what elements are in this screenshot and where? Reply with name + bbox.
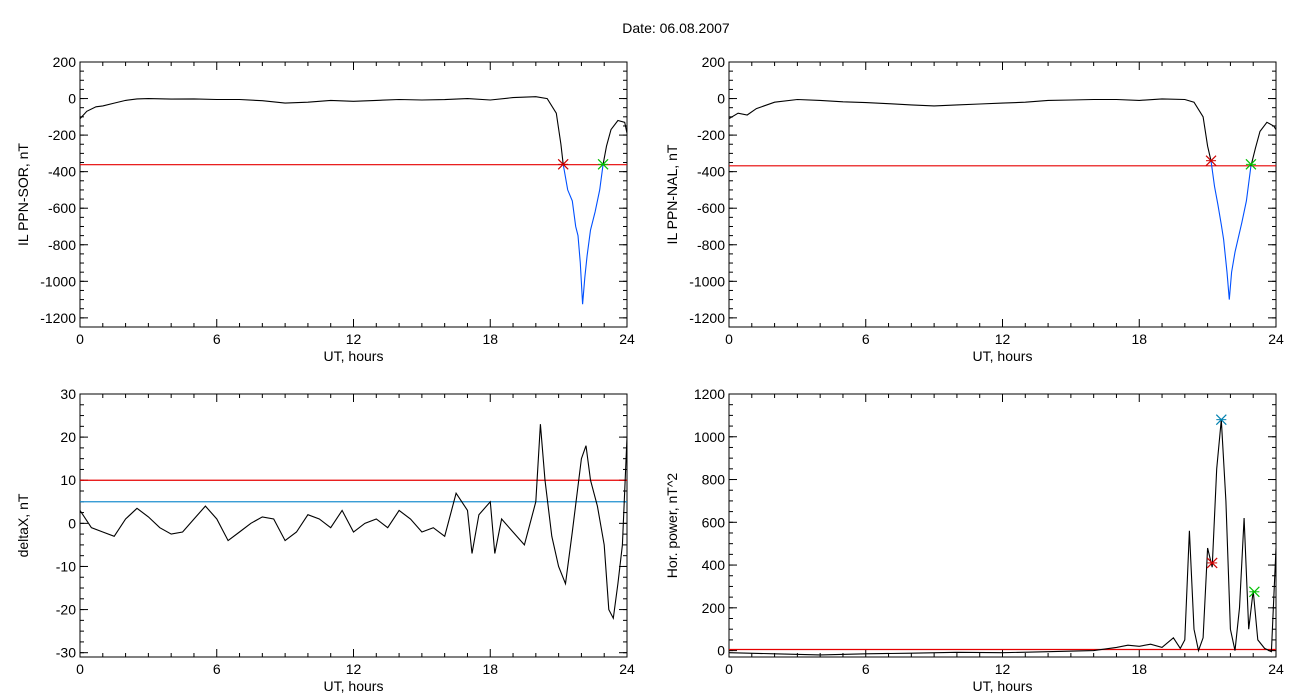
- x-tick-label: 6: [213, 661, 221, 677]
- y-tick-label: -1200: [689, 310, 725, 326]
- y-tick-label: 0: [717, 643, 725, 659]
- marker-x: [1215, 414, 1227, 426]
- y-tick-label: 0: [68, 91, 76, 107]
- x-tick-label: 18: [482, 661, 498, 677]
- y-tick-label: 30: [60, 386, 76, 402]
- marker-x: [597, 158, 609, 170]
- x-tick-label: 24: [1268, 661, 1284, 677]
- x-tick-label: 6: [862, 331, 870, 347]
- chart-p2: 0 6 12 18 24 200 0 -200 -400 -600 -800 -1000 -1200 UT…: [664, 54, 1284, 364]
- y-tick-label: 1200: [694, 386, 725, 402]
- y-tick-label: -10: [56, 558, 76, 574]
- series-line: [562, 164, 604, 305]
- y-tick-label: 200: [53, 54, 77, 70]
- x-axis-label: UT, hours: [324, 348, 384, 364]
- y-tick-label: -1000: [40, 273, 76, 289]
- x-axis-label: UT, hours: [973, 678, 1033, 694]
- x-tick-label: 0: [725, 331, 733, 347]
- series-line: [1250, 121, 1276, 167]
- y-tick-label: -400: [48, 164, 76, 180]
- y-tick-label: 0: [68, 515, 76, 531]
- chart-p3: 0 6 12 18 24 30 20 10 0 -10 -20 -30 UT, hours deltaX,…: [15, 386, 635, 694]
- x-tick-label: 0: [725, 661, 733, 677]
- marker-x: [1205, 155, 1217, 167]
- y-tick-label: 20: [60, 429, 76, 445]
- x-tick-label: 6: [213, 331, 221, 347]
- plot-frame: [79, 393, 628, 658]
- y-tick-label: -600: [48, 200, 76, 216]
- series-line: [729, 419, 1276, 656]
- x-axis-label: UT, hours: [973, 348, 1033, 364]
- x-tick-label: 24: [1268, 331, 1284, 347]
- x-tick-label: 0: [76, 661, 84, 677]
- y-tick-label: -200: [697, 127, 725, 143]
- y-tick-label: -30: [56, 645, 76, 661]
- y-tick-label: 600: [702, 514, 726, 530]
- y-tick-label: -600: [697, 200, 725, 216]
- chart-p4: 0 6 12 18 24 1200 1000 800 600 400 200 0 UT, hours Ho…: [664, 386, 1284, 694]
- marker-x: [1248, 586, 1260, 598]
- x-tick-label: 24: [619, 331, 635, 347]
- y-tick-label: -1000: [689, 273, 725, 289]
- series-line: [602, 119, 627, 165]
- series-line: [729, 98, 1212, 161]
- x-tick-label: 6: [862, 661, 870, 677]
- marker-x: [1206, 557, 1218, 569]
- x-tick-label: 24: [619, 661, 635, 677]
- y-axis-label: Hor. power, nT^2: [664, 473, 680, 579]
- x-tick-label: 12: [346, 661, 362, 677]
- y-tick-label: -200: [48, 127, 76, 143]
- series-line: [1210, 160, 1252, 300]
- y-tick-label: -800: [48, 237, 76, 253]
- series-line: [80, 424, 627, 620]
- page-title: Date: 06.08.2007: [622, 20, 730, 36]
- y-tick-label: 1000: [694, 429, 725, 445]
- x-tick-label: 0: [76, 331, 84, 347]
- x-tick-label: 18: [482, 331, 498, 347]
- y-tick-label: 0: [717, 91, 725, 107]
- x-axis-label: UT, hours: [324, 678, 384, 694]
- y-tick-label: 400: [702, 557, 726, 573]
- y-tick-label: 10: [60, 472, 76, 488]
- x-tick-label: 12: [346, 331, 362, 347]
- y-axis-label: IL PPN-NAL, nT: [664, 144, 680, 244]
- y-tick-label: -800: [697, 237, 725, 253]
- y-tick-label: 800: [702, 472, 726, 488]
- chart-p1: 0 6 12 18 24 200 0 -200 -400 -600 -800 -1000 -1200 UT…: [15, 54, 635, 364]
- y-tick-label: 200: [702, 600, 726, 616]
- y-tick-label: -400: [697, 164, 725, 180]
- y-tick-label: -20: [56, 602, 76, 618]
- marker-x: [557, 158, 569, 170]
- y-axis-label: deltaX, nT: [15, 493, 31, 557]
- y-axis-label: IL PPN-SOR, nT: [15, 143, 31, 246]
- x-tick-label: 12: [995, 661, 1011, 677]
- marker-x: [1245, 158, 1257, 170]
- x-tick-label: 12: [995, 331, 1011, 347]
- x-tick-label: 18: [1131, 331, 1147, 347]
- y-tick-label: -1200: [40, 310, 76, 326]
- series-line: [80, 96, 564, 165]
- x-tick-label: 18: [1131, 661, 1147, 677]
- y-tick-label: 200: [702, 54, 726, 70]
